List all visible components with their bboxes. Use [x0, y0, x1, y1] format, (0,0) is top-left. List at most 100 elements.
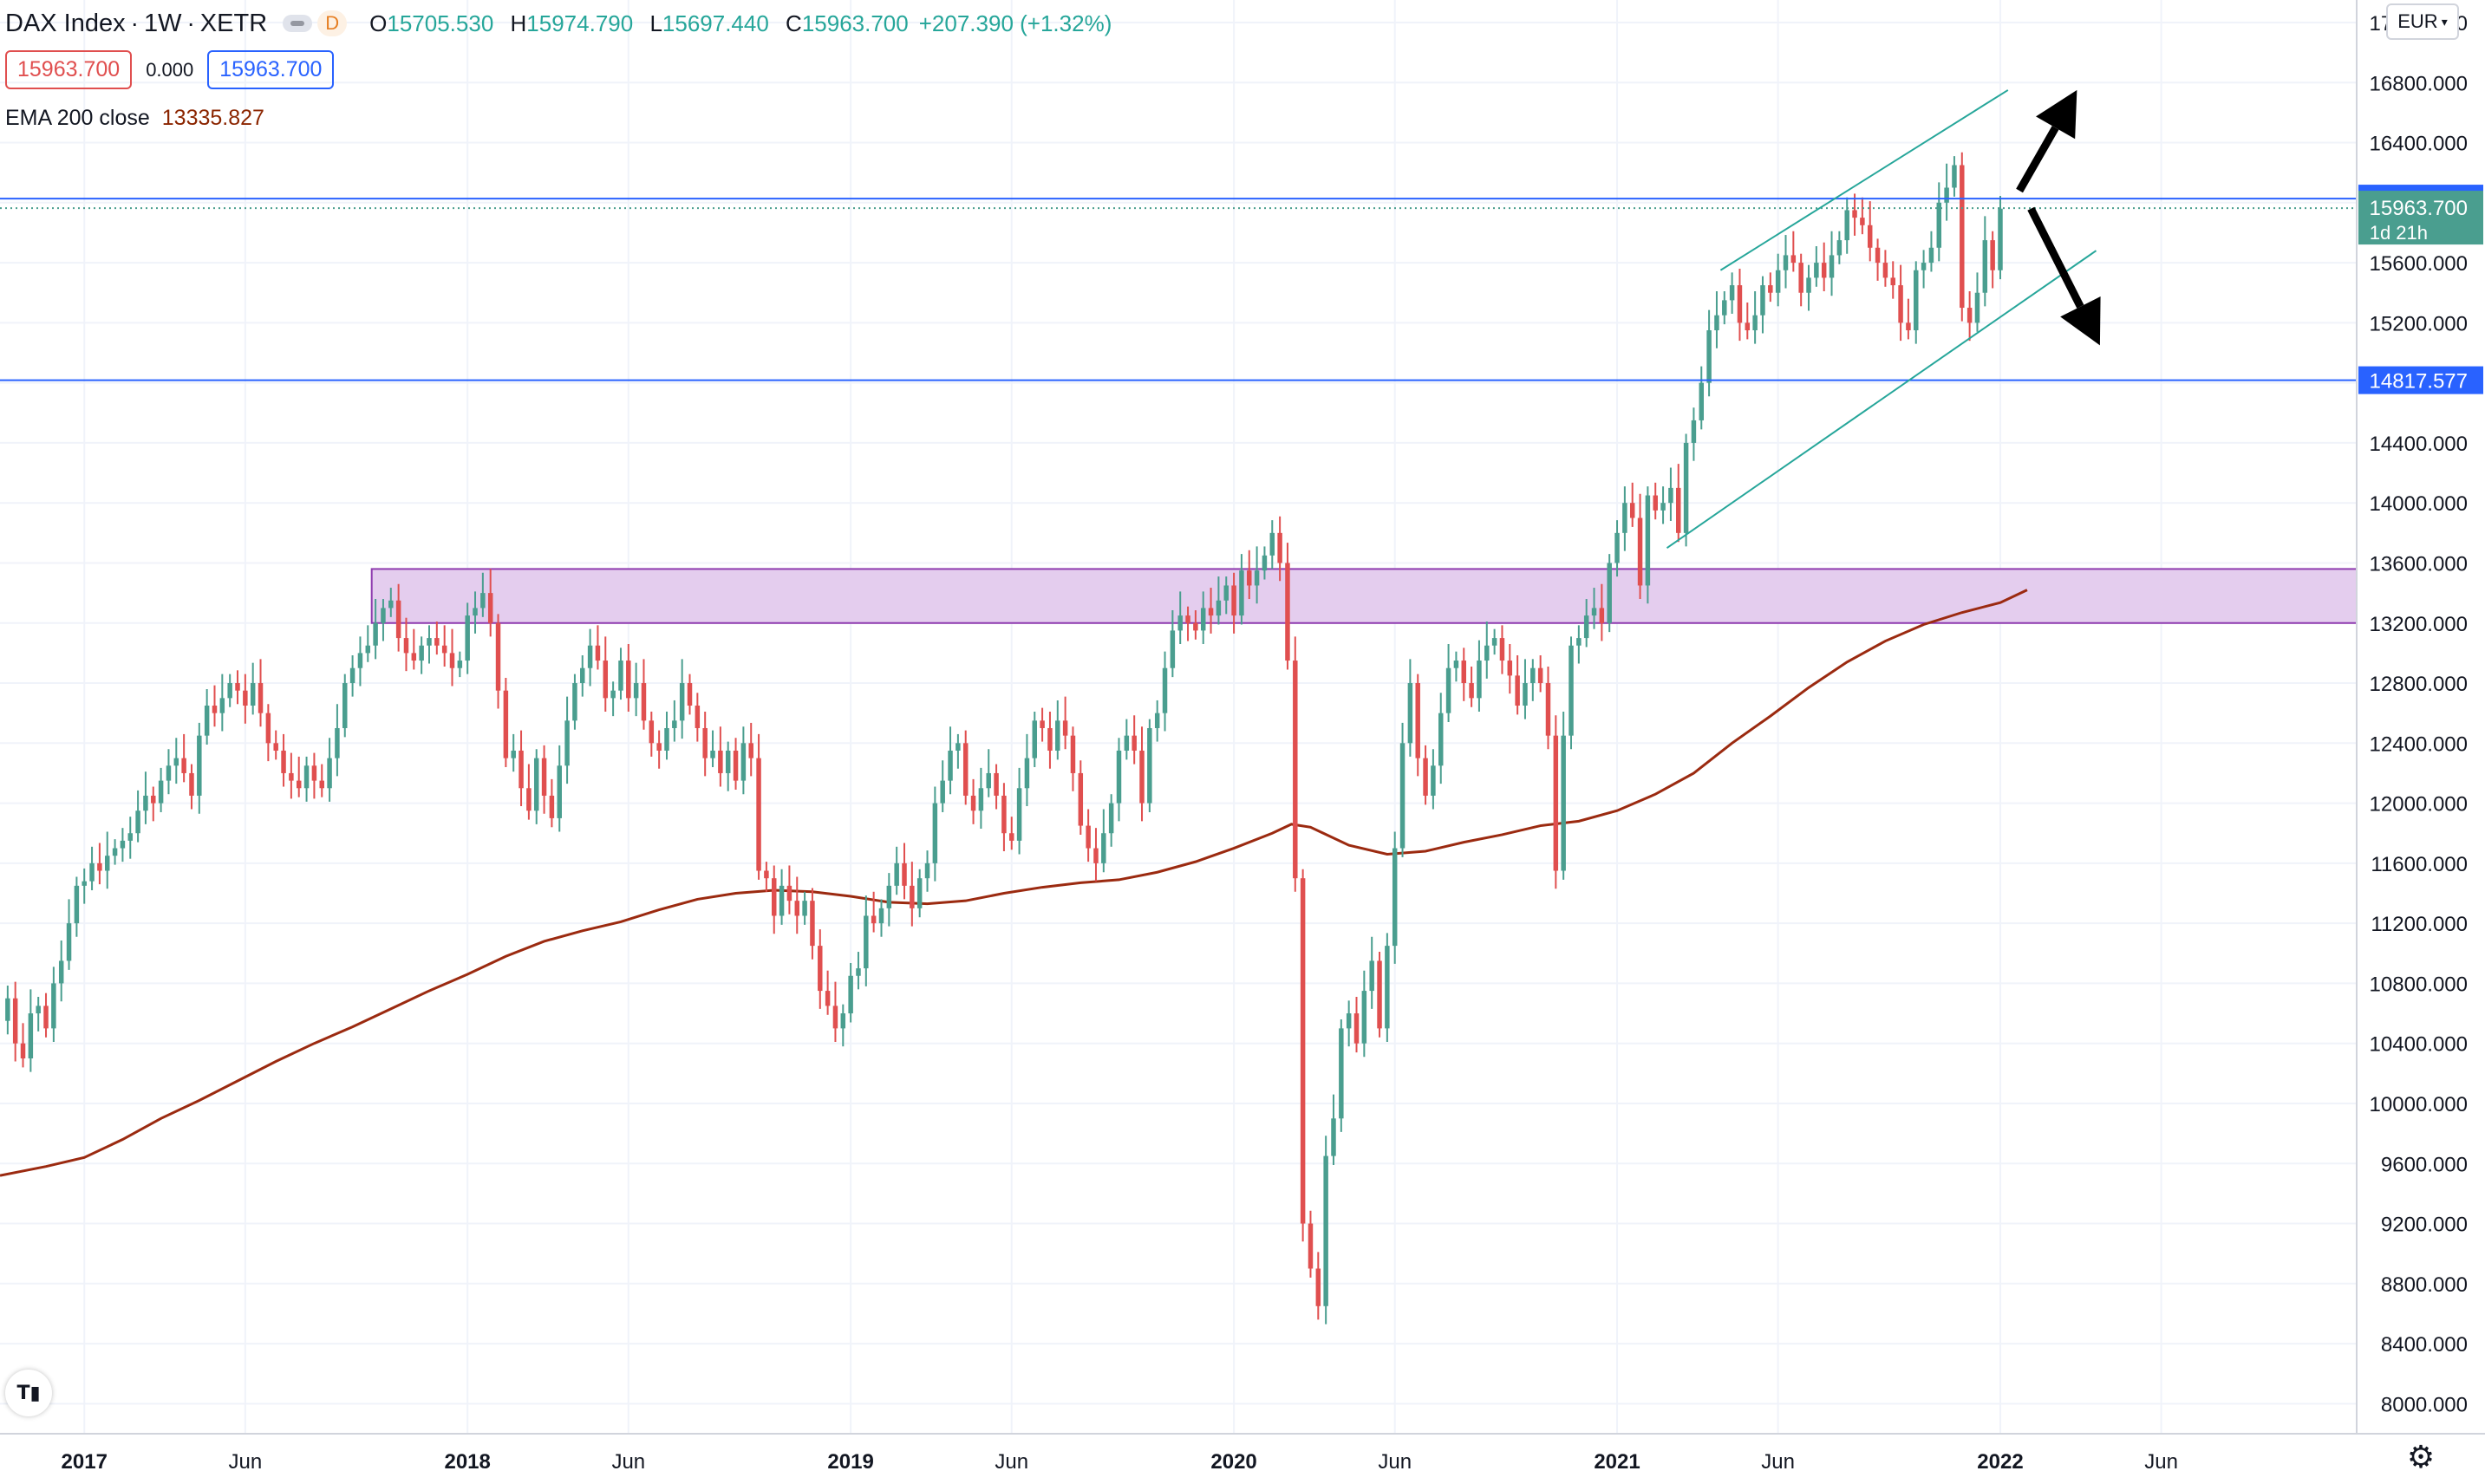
candle-body	[1814, 263, 1819, 278]
candle-body	[1599, 608, 1605, 623]
low-label: L	[649, 10, 662, 36]
candle-body	[740, 743, 747, 781]
candle-body	[1239, 570, 1244, 616]
candle-body	[1477, 661, 1482, 699]
candle-body	[1024, 758, 1030, 789]
candle-body	[28, 1013, 34, 1059]
candle-body	[449, 653, 455, 668]
candle-body	[1285, 563, 1290, 661]
candle-body	[1016, 788, 1022, 841]
candle-body	[1208, 608, 1214, 616]
candle-body	[181, 758, 186, 773]
candle-body	[526, 788, 532, 811]
candle-body	[910, 885, 915, 908]
candle-body	[1124, 735, 1130, 751]
resistance-zone	[370, 568, 2358, 624]
candle-body	[219, 698, 225, 713]
buy-button[interactable]: 15963.700	[207, 50, 335, 89]
price-tick-label: 15600.000	[2370, 252, 2468, 276]
candle-body	[166, 765, 172, 781]
candle-body	[419, 645, 424, 661]
candle-body	[1231, 585, 1236, 616]
price-change: +207.390 (+1.32%)	[918, 10, 1112, 36]
candle-body	[672, 720, 677, 728]
candle-body	[1438, 713, 1444, 766]
time-tick-label: Jun	[1761, 1450, 1795, 1474]
candle-body	[1047, 727, 1053, 751]
candle-body	[5, 998, 10, 1021]
candle-body	[1745, 322, 1751, 331]
candle-body	[173, 758, 179, 766]
candle-body	[227, 683, 232, 699]
candle-body	[970, 795, 976, 811]
candle-body	[564, 720, 570, 766]
candle-body	[120, 840, 126, 849]
candle-body	[411, 653, 417, 661]
candle-body	[158, 780, 164, 804]
candle-body	[948, 750, 953, 781]
ema-200-line	[0, 589, 2028, 1177]
candle-body	[12, 998, 18, 1044]
time-tick-label: 2021	[1594, 1450, 1640, 1474]
candle-body	[1499, 638, 1505, 661]
candle-body	[112, 848, 118, 856]
candle-body	[1821, 263, 1827, 278]
candle-body	[1086, 825, 1091, 849]
candle-body	[618, 661, 623, 691]
candle-body	[1890, 277, 1895, 286]
candle-body	[1223, 585, 1229, 601]
countdown-label: 1d 21h	[2370, 222, 2428, 244]
candle-body	[1009, 833, 1014, 841]
quote-row: 15963.700 0.000 15963.700	[5, 50, 335, 89]
candle-body	[656, 743, 662, 751]
candle-body	[1545, 683, 1551, 736]
candle-body	[20, 1043, 26, 1059]
candle-body	[349, 667, 355, 684]
price-tick-label: 12400.000	[2370, 732, 2468, 756]
candle-body	[1385, 946, 1390, 1029]
candle-body	[1591, 608, 1597, 616]
candle-body	[1798, 263, 1803, 293]
price-tick-label: 14000.000	[2370, 492, 2468, 516]
price-tick-label: 8000.000	[2381, 1393, 2468, 1416]
candles-layer	[5, 152, 2003, 1325]
interval-label[interactable]: 1W	[143, 9, 182, 37]
candle-body	[1914, 270, 1919, 331]
tradingview-logo-icon[interactable]: T▮	[5, 1370, 52, 1416]
time-tick-label: 2019	[827, 1450, 873, 1474]
candle-body	[533, 758, 539, 811]
candle-body	[818, 946, 823, 992]
sell-button[interactable]: 15963.700	[5, 50, 133, 89]
time-tick-label: 2022	[1977, 1450, 2023, 1474]
symbol-name[interactable]: DAX Index	[5, 9, 126, 37]
candle-body	[1392, 848, 1398, 947]
gear-icon[interactable]: ⚙	[2406, 1440, 2436, 1475]
candle-body	[580, 667, 585, 684]
indicator-legend[interactable]: EMA 200 close 13335.827	[5, 106, 264, 131]
candle-body	[273, 743, 278, 751]
price-axis: 8000.000 8400.000 8800.000 9200.000 9600.000…	[2356, 0, 2485, 1484]
candle-body	[403, 638, 409, 654]
candle-body	[1683, 442, 1689, 533]
candle-body	[1775, 270, 1781, 293]
candle-body	[1216, 600, 1222, 616]
candle-body	[1062, 720, 1068, 736]
currency-selector[interactable]: EUR ▾	[2386, 3, 2459, 40]
candle-body	[1277, 532, 1282, 563]
candle-body	[441, 645, 447, 654]
delayed-data-badge[interactable]: D	[317, 10, 348, 36]
visibility-toggle-icon[interactable]	[283, 15, 313, 32]
candle-body	[1461, 661, 1466, 684]
candle-body	[1469, 683, 1474, 699]
candle-body	[886, 885, 892, 908]
candle-body	[1453, 661, 1459, 668]
candle-body	[1668, 487, 1673, 504]
candle-body	[342, 683, 348, 728]
candle-body	[641, 683, 647, 721]
candle-body	[1523, 683, 1528, 706]
candle-body	[772, 878, 777, 916]
candle-body	[1132, 735, 1137, 751]
candle-body	[327, 758, 332, 789]
candle-body	[848, 975, 853, 1014]
